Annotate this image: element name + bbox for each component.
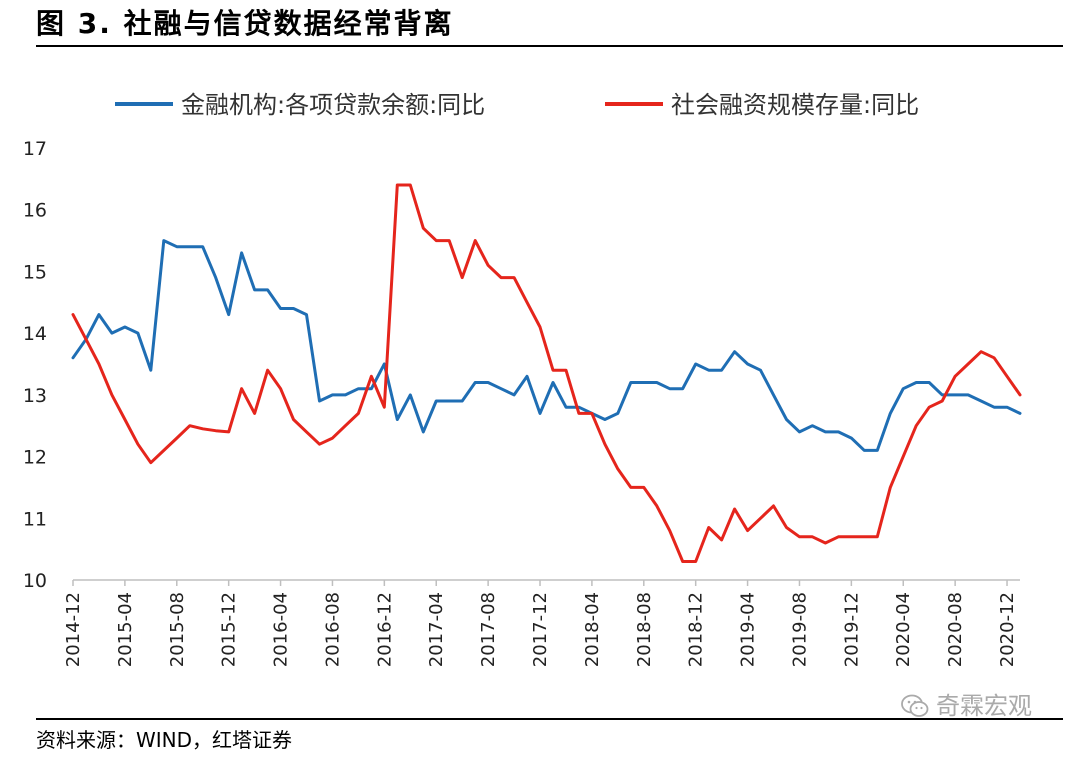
series-line-1 [71, 239, 1022, 452]
x-tick-label: 2020-04 [893, 592, 914, 667]
x-axis: 2014-12 2015-04 2015-08 2015-12 2016-04 2016-… [63, 579, 1020, 667]
legend-label-2: 社会融资规模存量:同比 [671, 91, 919, 119]
x-tick-label: 2016-04 [271, 592, 292, 667]
x-tick-label: 2019-04 [738, 592, 759, 667]
x-tick-label: 2019-12 [841, 592, 862, 667]
x-tick-label: 2017-04 [426, 592, 447, 667]
x-tick-label: 2018-12 [686, 592, 707, 667]
x-tick-label: 2016-08 [322, 592, 343, 667]
x-tick-label: 2016-12 [374, 592, 395, 667]
line-chart: 金融机构:各项贷款余额:同比 社会融资规模存量:同比 10 11 12 13 14 15 16… [23, 91, 1022, 667]
x-tick-label: 2015-12 [219, 592, 240, 667]
figure-title: 图 3. 社融与信贷数据经常背离 [36, 7, 454, 40]
y-tick-label: 16 [23, 200, 47, 222]
x-tick-label: 2017-12 [530, 592, 551, 667]
x-tick-label: 2015-08 [167, 592, 188, 667]
y-tick-label: 12 [23, 447, 47, 469]
watermark-text: 奇霖宏观 [936, 692, 1032, 720]
source-note: 资料来源：WIND，红塔证券 [36, 728, 293, 752]
x-tick-label: 2017-08 [478, 592, 499, 667]
y-tick-label: 14 [23, 323, 47, 345]
series-layer [71, 183, 1022, 563]
watermark: 奇霖宏观 [900, 690, 1032, 722]
x-tick-label: 2018-08 [634, 592, 655, 667]
wechat-icon [901, 694, 929, 717]
legend-label-1: 金融机构:各项贷款余额:同比 [181, 91, 485, 119]
y-axis: 10 11 12 13 14 15 16 17 [23, 138, 47, 592]
source-rule [36, 718, 1063, 720]
x-tick-label: 2014-12 [63, 592, 84, 667]
chart-legend: 金融机构:各项贷款余额:同比 社会融资规模存量:同比 [115, 91, 919, 119]
x-tick-label: 2020-08 [945, 592, 966, 667]
x-tick-label: 2018-04 [582, 592, 603, 667]
x-tick-label: 2019-08 [789, 592, 810, 667]
series-line-2 [71, 183, 1022, 563]
y-tick-label: 13 [23, 385, 47, 407]
x-tick-label: 2015-04 [115, 592, 136, 667]
title-rule [36, 45, 1063, 47]
y-tick-label: 17 [23, 138, 47, 160]
y-tick-label: 10 [23, 570, 47, 592]
y-tick-label: 11 [23, 508, 47, 530]
x-tick-label: 2020-12 [997, 592, 1018, 667]
y-tick-label: 15 [23, 261, 47, 283]
